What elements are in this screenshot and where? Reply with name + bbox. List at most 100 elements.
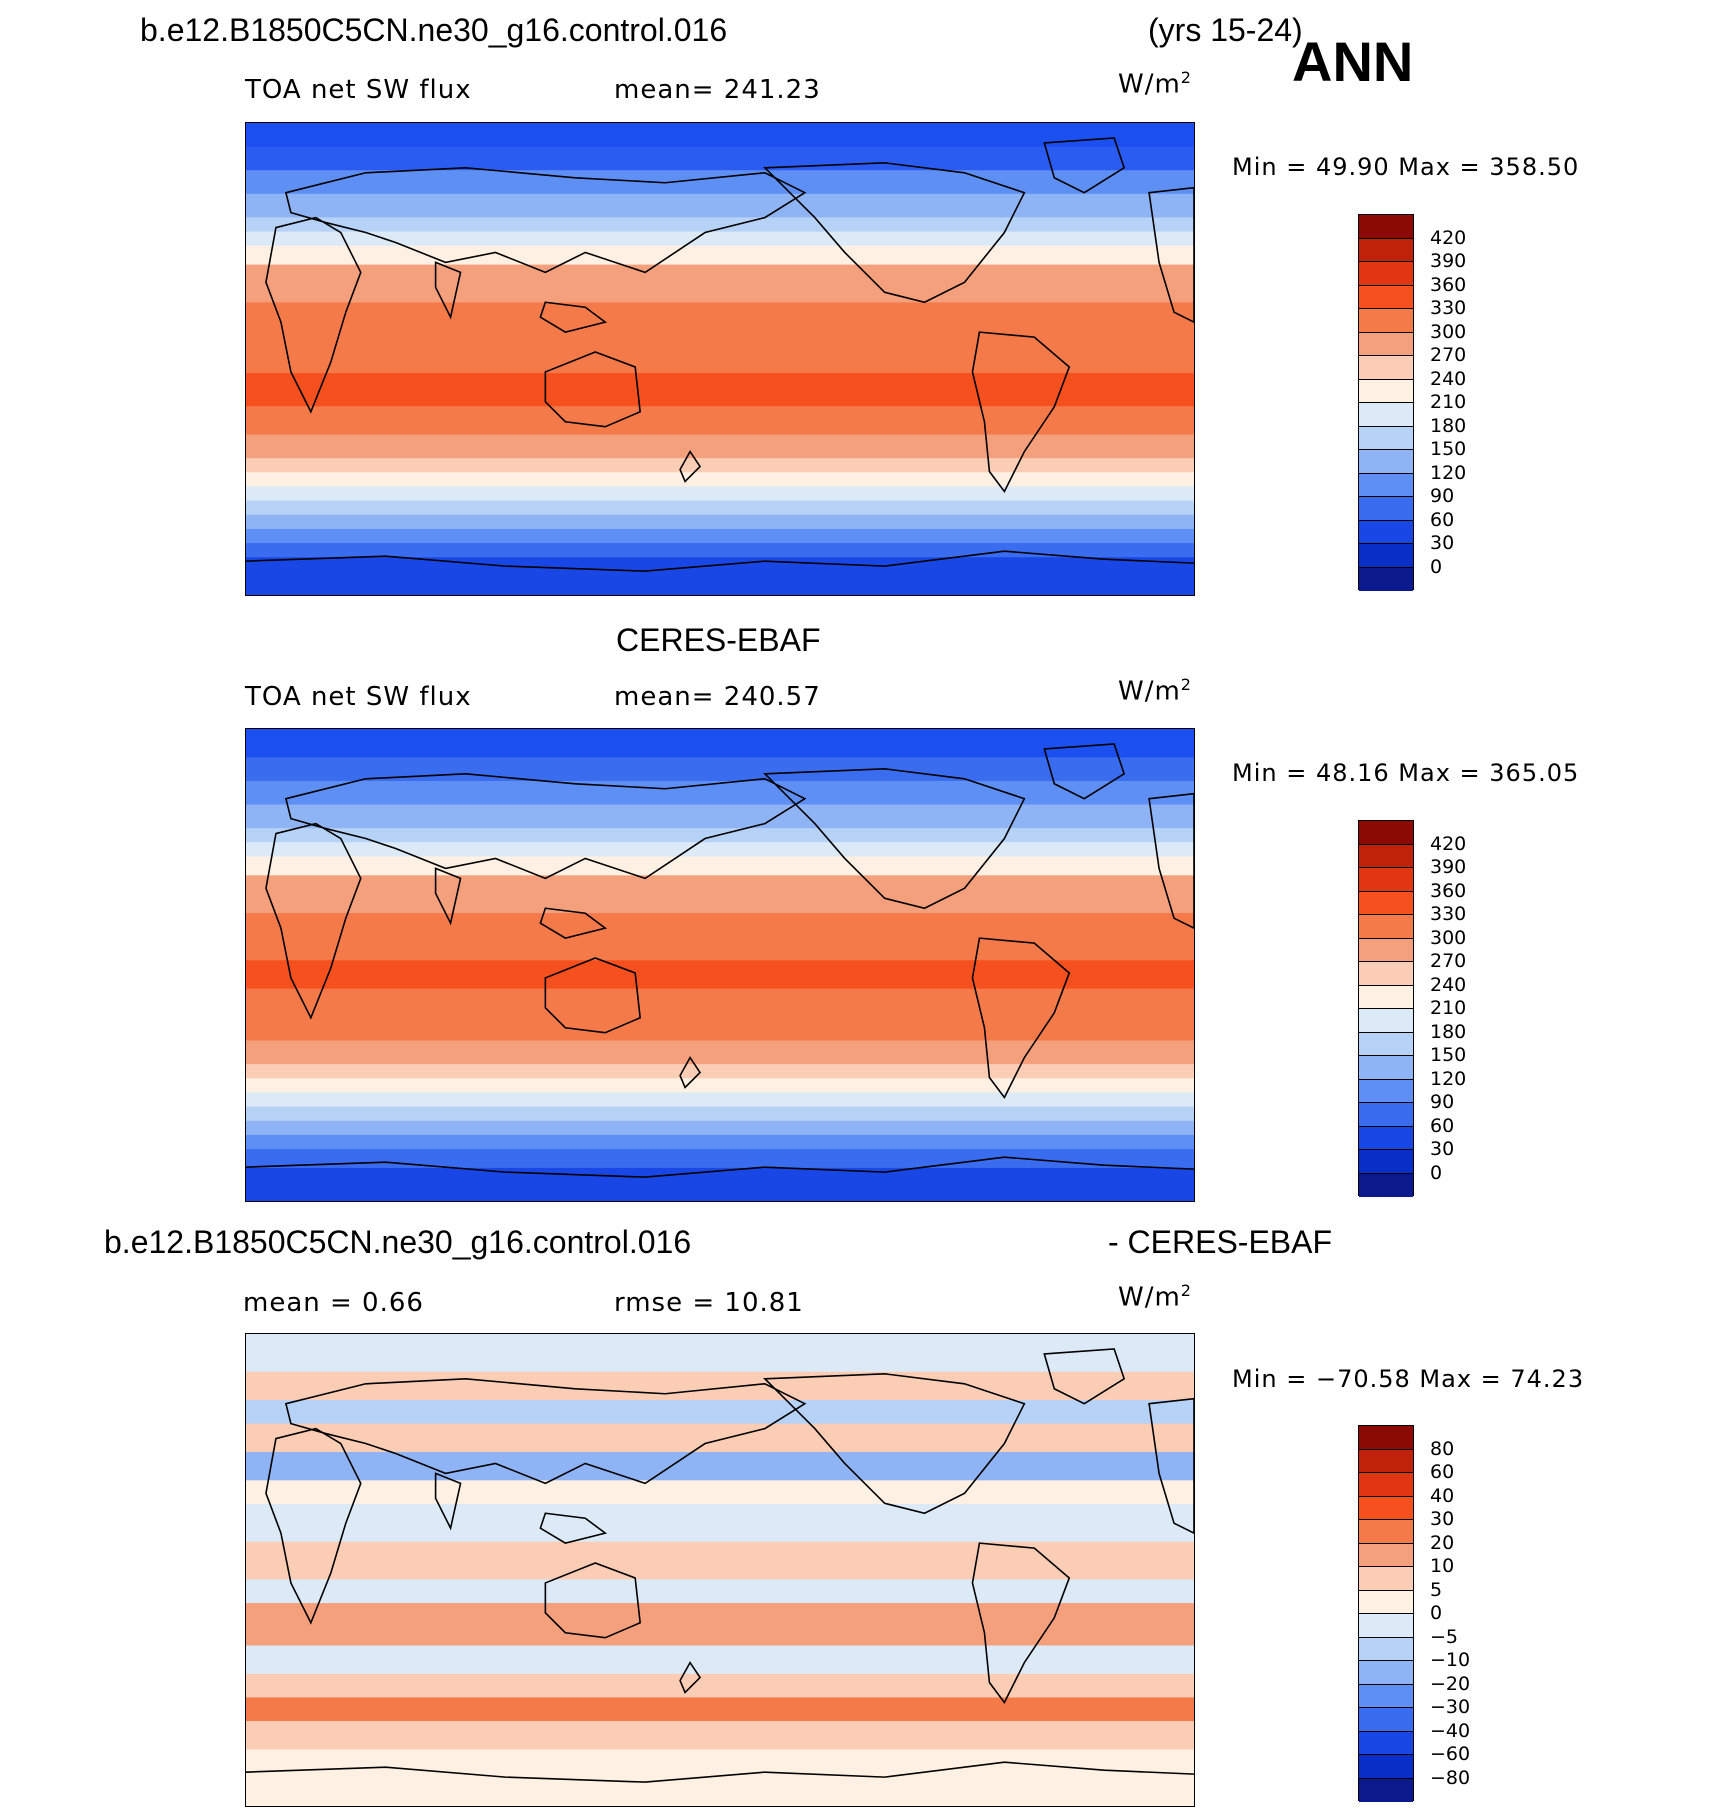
colorbar-tick-label: −40	[1430, 1719, 1471, 1742]
colorbar-tick-label: 270	[1430, 344, 1467, 366]
coastline	[434, 867, 462, 926]
field-band	[246, 543, 1194, 559]
field-band	[246, 729, 1194, 759]
map-canvas	[246, 123, 1194, 595]
field-band	[246, 1106, 1194, 1122]
field-band	[246, 264, 1194, 304]
colorbar-swatch	[1359, 868, 1413, 892]
colorbar-tick-label: 360	[1430, 879, 1467, 902]
field-band	[246, 458, 1194, 474]
season-label: ANN	[1292, 30, 1414, 93]
panel3-minmax: Min = −70.58 Max = 74.23	[1232, 1365, 1585, 1393]
map-canvas	[246, 729, 1194, 1201]
field-band	[246, 875, 1194, 915]
field-band	[246, 514, 1194, 530]
colorbar-tick-label: 40	[1430, 1484, 1455, 1507]
colorbar-tick-label: 390	[1430, 856, 1467, 878]
coastline	[539, 1512, 608, 1544]
panel1-field-label: TOA net SW flux	[245, 75, 472, 105]
colorbar-swatch	[1359, 403, 1413, 427]
colorbar-tick-label: 10	[1430, 1555, 1455, 1577]
obs-title: CERES-EBAF	[616, 622, 821, 658]
field-band	[246, 146, 1194, 172]
coastline	[971, 937, 1071, 1099]
field-band	[246, 302, 1194, 375]
colorbar-tick-label: 120	[1430, 461, 1467, 484]
field-band	[246, 193, 1194, 219]
colorbar-tick-label: 180	[1430, 1020, 1467, 1043]
field-band	[246, 434, 1194, 460]
colorbar-swatch	[1359, 1449, 1413, 1473]
colorbar-swatch	[1359, 426, 1413, 450]
panel2-mean: mean= 240.57	[614, 682, 821, 712]
colorbar-swatch	[1359, 1473, 1413, 1497]
coastline	[246, 1156, 1194, 1178]
colorbar-swatch	[1359, 544, 1413, 568]
colorbar-swatch	[1359, 1731, 1413, 1755]
colorbar-swatch	[1359, 1637, 1413, 1661]
colorbar-tick-label: 30	[1430, 1138, 1455, 1160]
diff-title-right: - CERES-EBAF	[1108, 1224, 1333, 1260]
colorbar-swatch	[1359, 1056, 1413, 1080]
field-band	[246, 842, 1194, 858]
field-band	[246, 1040, 1194, 1066]
field-band	[246, 913, 1194, 962]
colorbar-tick-label: 30	[1430, 532, 1455, 554]
colorbar-tick-label: −30	[1430, 1696, 1471, 1718]
colorbar-tick-label: 60	[1430, 1461, 1455, 1483]
colorbar-tick-label: 5	[1430, 1578, 1443, 1601]
coastline	[265, 216, 362, 414]
colorbar-swatch	[1359, 844, 1413, 868]
colorbar-tick-label: 390	[1430, 250, 1467, 272]
colorbar-tick-label: 120	[1430, 1067, 1467, 1090]
colorbar-tick-label: −80	[1430, 1766, 1471, 1789]
field-band	[246, 1541, 1194, 1581]
colorbar-swatch	[1359, 1755, 1413, 1779]
field-band	[246, 1423, 1194, 1453]
colorbar-tick-label: −60	[1430, 1743, 1471, 1765]
colorbar-tick-label: 150	[1430, 1044, 1467, 1066]
field-band	[246, 804, 1194, 830]
field-band	[246, 757, 1194, 782]
colorbar-tick-label: 420	[1430, 226, 1467, 249]
colorbar-swatch	[1359, 891, 1413, 915]
colorbar-swatch	[1359, 1426, 1413, 1450]
field-band	[246, 1480, 1194, 1505]
field-band	[246, 1749, 1194, 1806]
years-label: (yrs 15-24)	[1148, 12, 1303, 48]
coastline	[763, 768, 1026, 910]
colorbar-swatch	[1359, 1150, 1413, 1174]
coastline	[679, 1056, 702, 1089]
colorbar-tick-label: 30	[1430, 1508, 1455, 1530]
field-band	[246, 1149, 1194, 1169]
colorbar-swatch	[1359, 309, 1413, 333]
field-band	[246, 780, 1194, 806]
coastline	[544, 957, 642, 1034]
colorbar-swatch	[1359, 1496, 1413, 1520]
panel2-field-label: TOA net SW flux	[245, 682, 472, 712]
case-title: b.e12.B1850C5CN.ne30_g16.control.016	[140, 12, 728, 48]
coastline	[265, 822, 362, 1020]
coastline	[284, 773, 807, 880]
colorbar-tick-label: −20	[1430, 1672, 1471, 1695]
coastline	[1043, 1348, 1126, 1405]
panel2-minmax: Min = 48.16 Max = 365.05	[1232, 759, 1580, 787]
coastline	[434, 1472, 462, 1531]
colorbar-tick-label: 180	[1430, 414, 1467, 437]
panel3-rmse: rmse = 10.81	[614, 1288, 804, 1318]
map-canvas	[246, 1334, 1194, 1806]
colorbar-swatch	[1359, 520, 1413, 544]
colorbar-tick-label: 240	[1430, 367, 1467, 390]
colorbar-swatch	[1359, 1684, 1413, 1708]
coastline	[1043, 743, 1126, 800]
field-band	[246, 406, 1194, 436]
colorbar-tick-label: 0	[1430, 555, 1443, 578]
colorbar-tick-label: 60	[1430, 1114, 1455, 1137]
colorbar-swatch	[1359, 332, 1413, 356]
colorbar-tick-label: 80	[1430, 1437, 1455, 1460]
colorbar-swatch	[1359, 1126, 1413, 1150]
colorbar-swatch	[1359, 1032, 1413, 1056]
colorbar-swatch	[1359, 1103, 1413, 1127]
colorbar-tick-label: 300	[1430, 320, 1467, 343]
field-band	[246, 231, 1194, 247]
